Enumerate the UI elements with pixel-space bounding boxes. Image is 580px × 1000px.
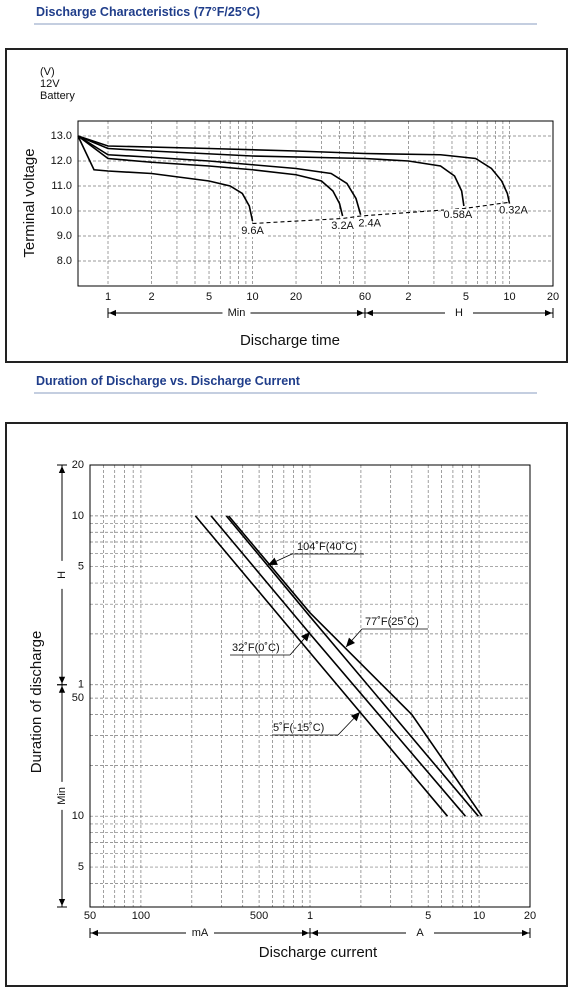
plot-frame xyxy=(77,120,554,287)
series-line xyxy=(77,135,254,222)
label-bg xyxy=(355,217,384,230)
range-arrow xyxy=(356,309,364,317)
series-label: 3.2A xyxy=(331,220,354,232)
y-tick-label: 5 xyxy=(78,861,84,873)
range-label: Min xyxy=(228,307,246,319)
leader-arrow xyxy=(350,712,360,722)
range-label-bg xyxy=(444,306,473,320)
x-tick-label: 60 xyxy=(359,291,371,303)
range-label-bg xyxy=(55,781,69,810)
range-arrow xyxy=(109,309,117,317)
x-tick-label: 20 xyxy=(547,291,559,303)
y-tick-label: 10 xyxy=(72,810,84,822)
annotation: (V) xyxy=(40,66,55,78)
range-arrow xyxy=(545,309,552,317)
series-label: 2.4A xyxy=(358,218,381,230)
series-label: 104˚F(40˚C) xyxy=(297,541,357,553)
leader-arrow xyxy=(301,632,310,642)
x-tick-label: 5 xyxy=(206,291,212,303)
x-axis-title: Discharge current xyxy=(259,944,378,961)
x-tick-label: 20 xyxy=(290,291,302,303)
x-tick-label: 10 xyxy=(473,910,485,922)
x-tick-label: 500 xyxy=(250,910,268,922)
x-tick-label: 50 xyxy=(84,910,96,922)
annotation: 12V xyxy=(40,78,60,90)
range-arrow xyxy=(311,929,318,937)
series-label: 9.6A xyxy=(241,225,264,237)
range-arrow xyxy=(58,466,66,473)
series-line xyxy=(225,515,479,817)
range-arrow xyxy=(365,309,373,317)
series-line xyxy=(194,515,449,817)
y-tick-label: 50 xyxy=(72,692,84,704)
x-tick-label: 10 xyxy=(503,291,515,303)
series-label: 0.58A xyxy=(443,209,472,221)
leader-arrow xyxy=(346,637,356,647)
range-label: A xyxy=(416,927,424,939)
section-title: Duration of Discharge vs. Discharge Curr… xyxy=(36,374,301,388)
x-tick-label: 5 xyxy=(425,910,431,922)
range-label: H xyxy=(56,571,68,579)
plot-frame xyxy=(89,464,531,908)
range-arrow xyxy=(58,676,66,684)
end-voltage-line xyxy=(252,201,510,225)
x-tick-label: 20 xyxy=(524,910,536,922)
series-line xyxy=(77,135,511,204)
y-tick-label: 5 xyxy=(78,561,84,573)
x-axis-title: Discharge time xyxy=(240,332,340,349)
range-label-bg xyxy=(406,926,434,940)
series-line xyxy=(77,135,362,215)
series-line xyxy=(77,135,465,207)
x-tick-label: 5 xyxy=(463,291,469,303)
range-arrow xyxy=(302,929,309,937)
y-tick-label: 8.0 xyxy=(57,255,72,267)
y-tick-label: 20 xyxy=(72,459,84,471)
y-tick-label: 11.0 xyxy=(51,180,72,192)
series-label: 32˚F(0˚C) xyxy=(232,642,280,654)
label-bg xyxy=(499,204,528,217)
annotation: Battery xyxy=(40,90,75,102)
range-arrow xyxy=(58,685,66,693)
range-label-bg xyxy=(222,306,251,320)
x-tick-label: 10 xyxy=(246,291,258,303)
x-tick-label: 2 xyxy=(148,291,154,303)
x-tick-label: 100 xyxy=(132,910,150,922)
y-tick-label: 9.0 xyxy=(57,230,72,242)
chart-frame xyxy=(5,422,568,987)
label-bg xyxy=(328,220,357,232)
range-arrow xyxy=(58,899,66,906)
series-label: 0.32A xyxy=(499,204,528,216)
label-bg xyxy=(443,209,472,221)
y-tick-label: 12.0 xyxy=(51,155,72,167)
leader-arrow xyxy=(268,557,278,565)
x-tick-label: 1 xyxy=(307,910,313,922)
series-line xyxy=(227,515,483,817)
y-tick-label: 10.0 xyxy=(51,205,72,217)
chart-frame xyxy=(5,48,568,363)
y-tick-label: 1 xyxy=(78,679,84,691)
y-tick-label: 13.0 xyxy=(51,130,72,142)
range-label: mA xyxy=(192,927,209,939)
range-label-bg xyxy=(55,560,69,589)
series-line xyxy=(210,515,467,817)
range-label: H xyxy=(455,307,463,319)
range-arrow xyxy=(91,929,98,937)
series-label: 77˚F(25˚C) xyxy=(365,616,419,628)
range-arrow xyxy=(522,929,529,937)
range-label-bg xyxy=(186,926,214,940)
range-label: Min xyxy=(56,787,68,805)
y-axis-title: Terminal voltage xyxy=(21,148,38,257)
section-title: Discharge Characteristics (77°F/25°C) xyxy=(36,5,260,19)
series-line xyxy=(77,135,344,217)
y-tick-label: 10 xyxy=(72,510,84,522)
series-label: 5˚F(-15˚C) xyxy=(273,722,324,734)
label-bg xyxy=(238,225,267,237)
y-axis-title: Duration of discharge xyxy=(28,631,45,774)
x-tick-label: 1 xyxy=(105,291,111,303)
x-tick-label: 2 xyxy=(405,291,411,303)
